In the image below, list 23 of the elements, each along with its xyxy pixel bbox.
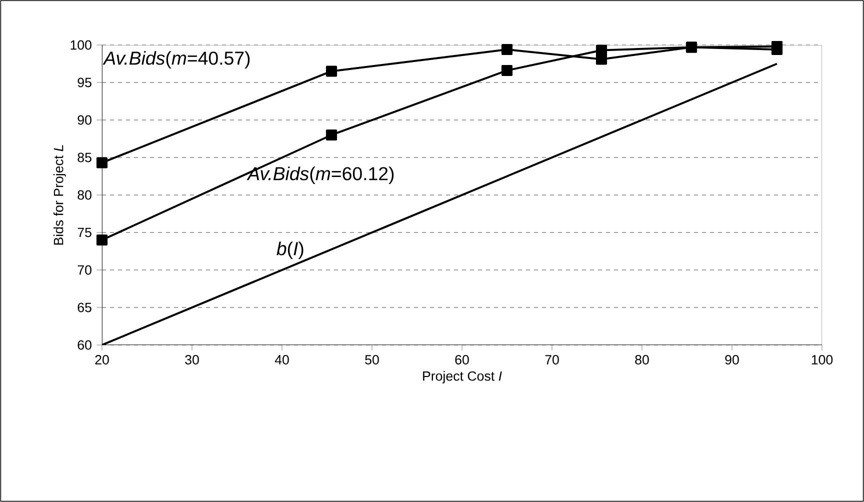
y-tick-label: 85 — [78, 152, 92, 162]
y-tick-label: 90 — [78, 115, 92, 125]
y-axis-title: Bids for Project L — [53, 145, 66, 245]
x-tick-label: 30 — [185, 355, 199, 364]
y-tick-label: 80 — [78, 190, 92, 200]
y-tick-label: 100 — [70, 40, 92, 50]
x-tick-label: 60 — [455, 355, 469, 364]
y-tick-label: 65 — [78, 302, 92, 312]
series-label: Av.Bids(m=60.12) — [246, 166, 394, 184]
y-tick-label: 70 — [78, 265, 92, 275]
x-tick-label: 80 — [635, 355, 649, 364]
x-tick-label: 20 — [95, 355, 109, 364]
x-tick-label: 90 — [725, 355, 739, 364]
y-tick-label: 95 — [78, 78, 92, 88]
y-tick-label: 60 — [78, 340, 92, 350]
x-tick-label: 50 — [365, 355, 379, 364]
series-label: b(I) — [276, 242, 304, 259]
x-tick-label: 70 — [545, 355, 559, 364]
y-tick-label: 75 — [78, 228, 92, 238]
x-tick-label: 100 — [812, 355, 833, 364]
x-tick-label: 40 — [274, 355, 289, 364]
series-label: Av.Bids(m=40.57) — [102, 51, 250, 68]
x-axis-title: Project Cost I — [423, 370, 502, 384]
